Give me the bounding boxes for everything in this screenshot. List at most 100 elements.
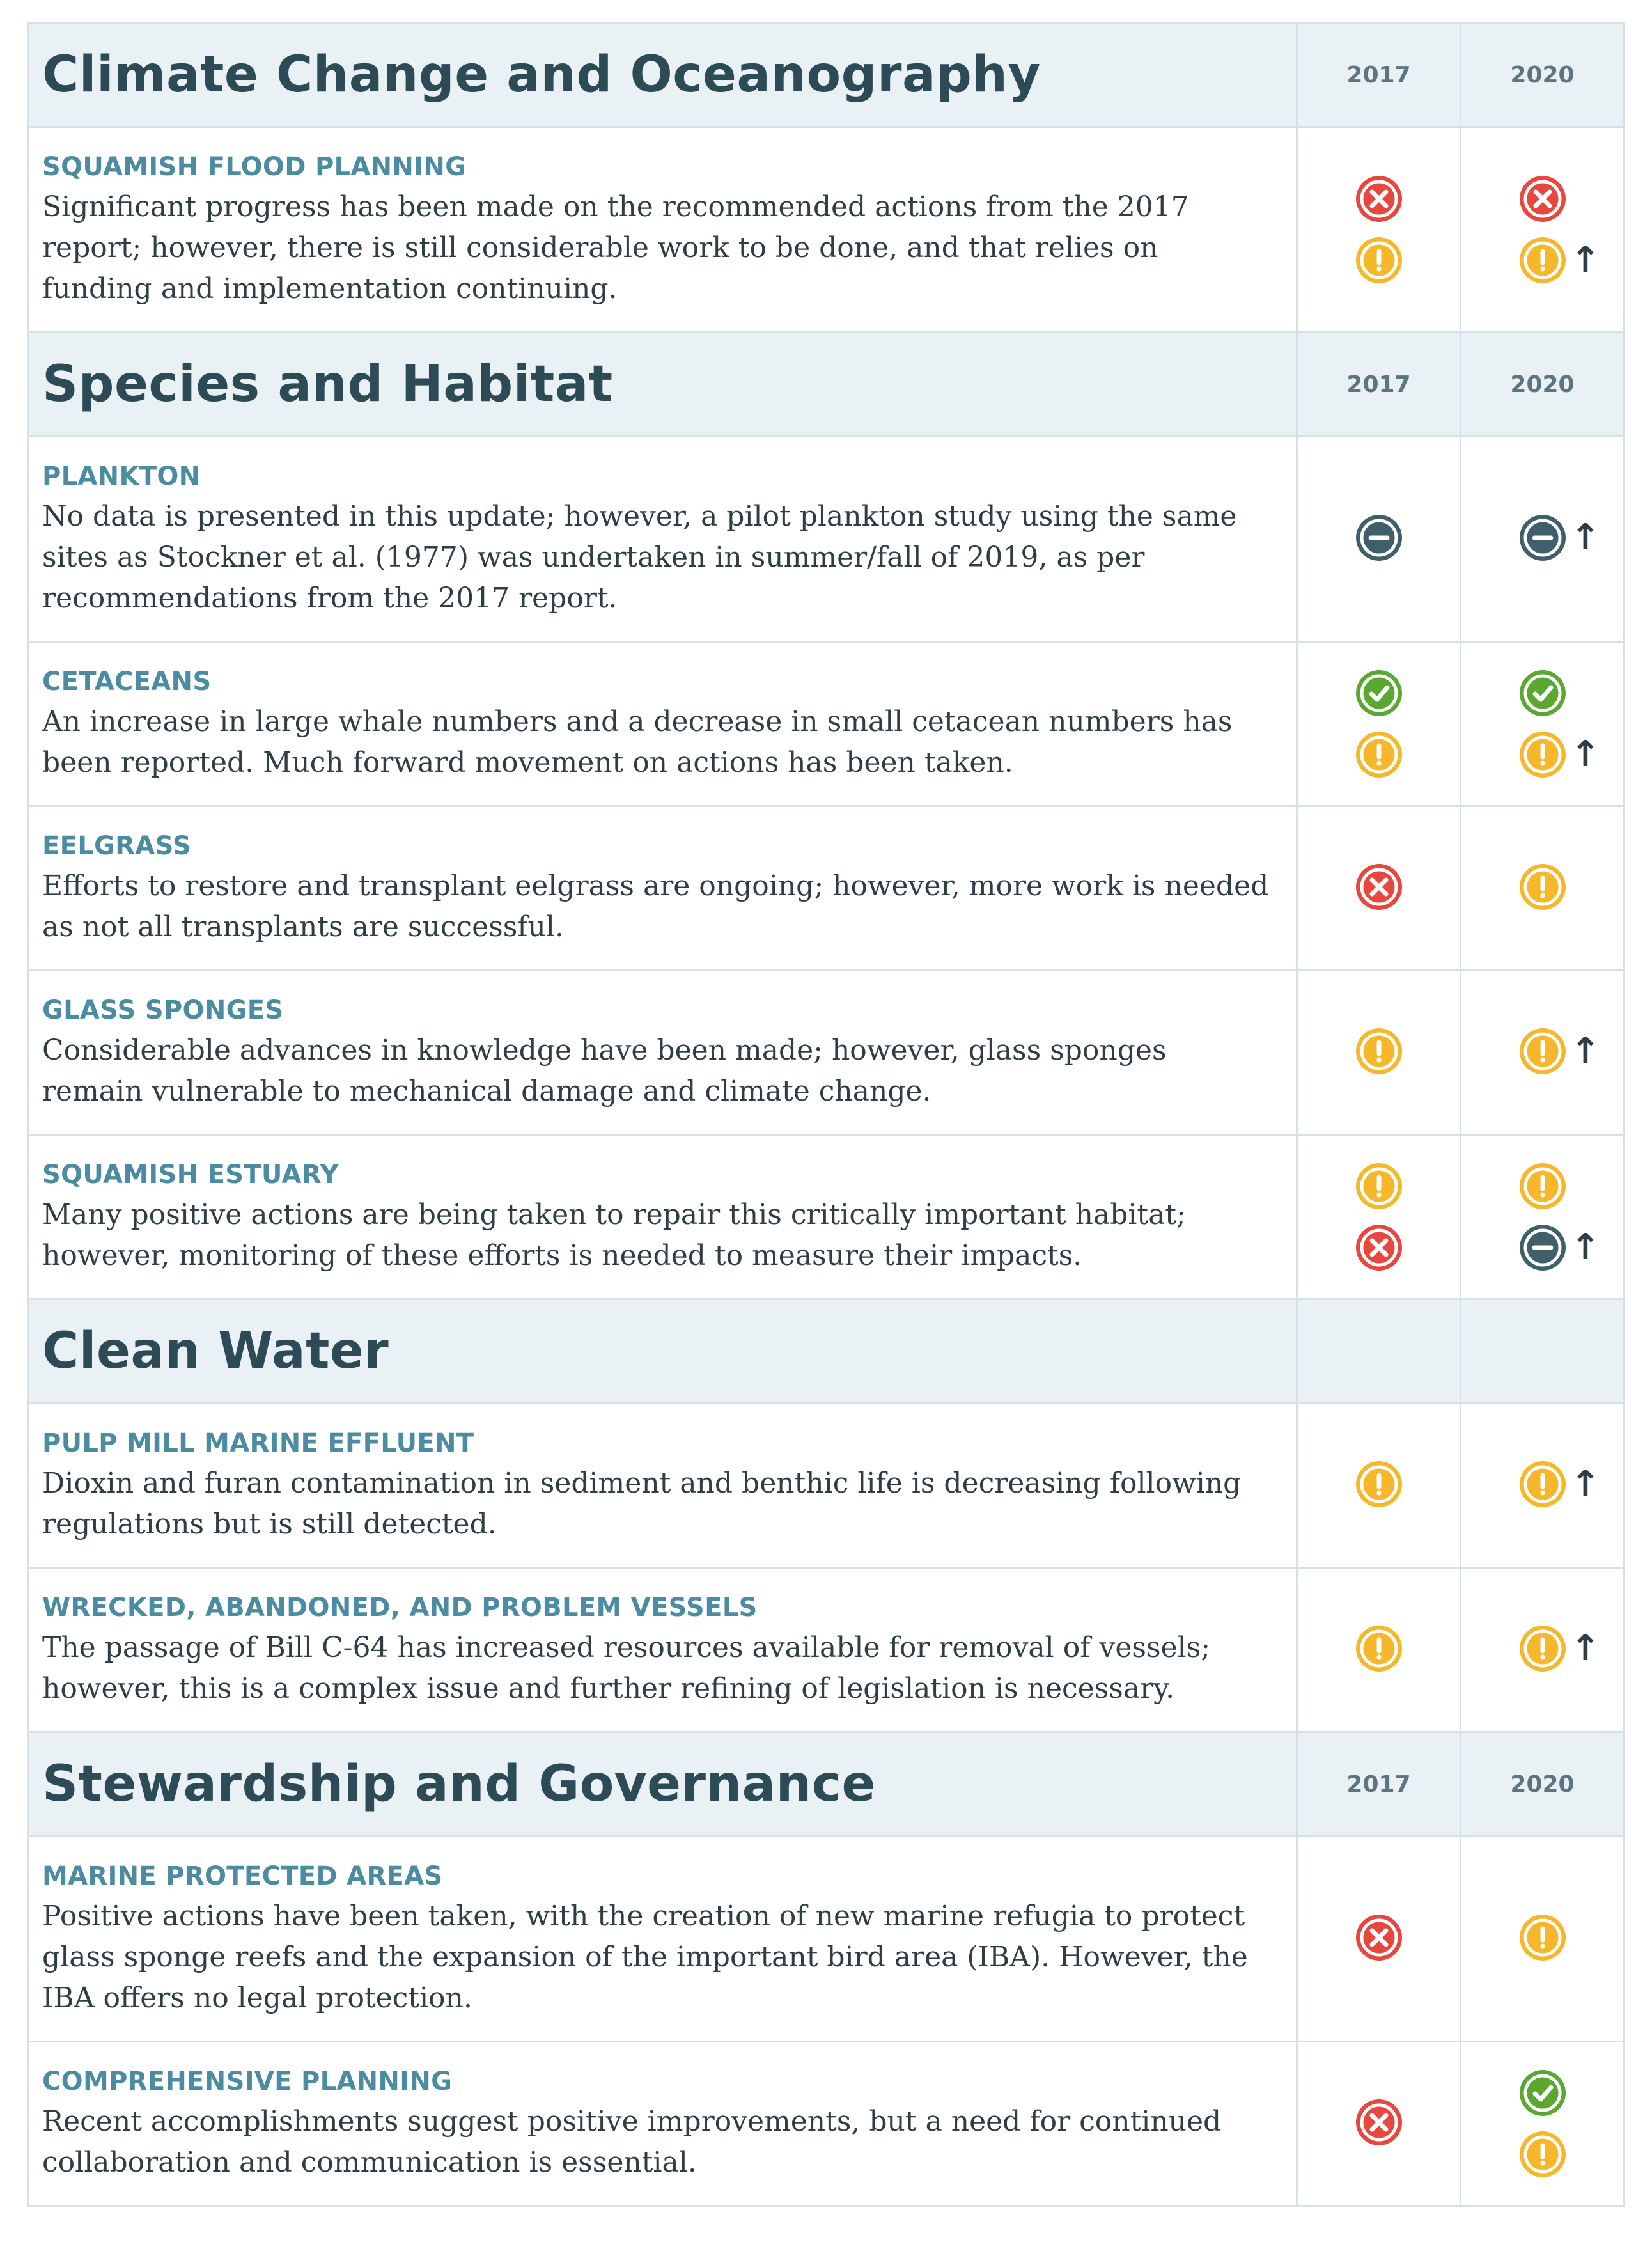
section-header-row: Species and Habitat 2017 2020 (27, 331, 1625, 437)
year-2017-header: 2017 (1296, 331, 1461, 437)
circled-exclamation-icon (1355, 237, 1402, 283)
up-arrow-icon: ↑ (1570, 1227, 1601, 1268)
status-2020-cell (1460, 1835, 1625, 2042)
item-text: An increase in large whale numbers and a… (42, 705, 1233, 779)
status-indicator (1353, 1623, 1405, 1674)
item-description-cell: PULP MILL MARINE EFFLUENT Dioxin and fur… (27, 1402, 1298, 1569)
status-scorecard: Climate Change and Oceanography 2017 202… (27, 22, 1625, 2207)
circled-exclamation-icon (1355, 1163, 1402, 1209)
status-2020-cell: ↑ (1460, 1134, 1625, 1300)
status-indicator (1517, 1912, 1568, 1963)
item-title: GLASS SPONGES (42, 996, 284, 1025)
item-text: Positive actions have been taken, with t… (42, 1900, 1248, 2014)
circled-exclamation-icon (1519, 1625, 1566, 1672)
year-2017-header (1296, 1298, 1461, 1404)
section-title-cell: Climate Change and Oceanography (27, 22, 1298, 128)
status-indicator (1517, 2067, 1568, 2119)
item-text: Recent accomplishments suggest positive … (42, 2105, 1222, 2179)
status-indicator: ↑ (1517, 512, 1600, 563)
item-title: CETACEANS (42, 667, 212, 696)
item-text: The passage of Bill C-64 has increased r… (42, 1631, 1211, 1705)
status-indicator (1353, 1459, 1405, 1510)
circled-exclamation-icon (1519, 732, 1566, 778)
item-text: No data is presented in this update; how… (42, 500, 1237, 615)
year-2020-header: 2020 (1460, 22, 1625, 128)
status-indicator: ↑ (1517, 1459, 1600, 1510)
item-title: SQUAMISH FLOOD PLANNING (42, 152, 467, 182)
status-2020-cell: ↑ (1460, 1567, 1625, 1733)
status-2017-cell (1296, 435, 1461, 643)
status-indicator: ↑ (1517, 235, 1600, 286)
status-indicator (1353, 2097, 1405, 2148)
table-row: PULP MILL MARINE EFFLUENT Dioxin and fur… (27, 1402, 1625, 1569)
table-row: PLANKTON No data is presented in this up… (27, 435, 1625, 643)
circled-x-icon (1355, 1914, 1402, 1961)
item-description-cell: EELGRASS Efforts to restore and transpla… (27, 805, 1298, 971)
table-row: WRECKED, ABANDONED, AND PROBLEM VESSELS … (27, 1567, 1625, 1733)
section-title: Species and Habitat (42, 356, 613, 413)
status-2017-cell (1296, 126, 1461, 333)
status-2020-cell: ↑ (1460, 641, 1625, 807)
item-description-cell: WRECKED, ABANDONED, AND PROBLEM VESSELS … (27, 1567, 1298, 1733)
up-arrow-icon: ↑ (1570, 516, 1601, 558)
up-arrow-icon: ↑ (1570, 1462, 1601, 1505)
table-row: COMPREHENSIVE PLANNING Recent accomplish… (27, 2041, 1625, 2207)
circled-exclamation-icon (1355, 1461, 1402, 1507)
up-arrow-icon: ↑ (1570, 733, 1601, 775)
circled-x-icon (1355, 176, 1402, 222)
circled-check-icon (1519, 2070, 1566, 2116)
table-row: GLASS SPONGES Considerable advances in k… (27, 969, 1625, 1136)
up-arrow-icon: ↑ (1570, 1627, 1601, 1669)
section-header-row: Clean Water (27, 1298, 1625, 1404)
status-2017-cell (1296, 805, 1461, 971)
status-indicator (1353, 861, 1405, 913)
table-row: SQUAMISH ESTUARY Many positive actions a… (27, 1134, 1625, 1300)
circled-x-icon (1355, 1225, 1402, 1271)
section-header-row: Stewardship and Governance 2017 2020 (27, 1731, 1625, 1837)
status-2017-cell (1296, 1134, 1461, 1300)
status-indicator (1353, 512, 1405, 563)
scorecard-table: Climate Change and Oceanography 2017 202… (27, 22, 1625, 2207)
status-2017-cell (1296, 2041, 1461, 2207)
status-2017-cell (1296, 1835, 1461, 2042)
status-2020-cell: ↑ (1460, 969, 1625, 1136)
section-title: Climate Change and Oceanography (42, 46, 1041, 104)
year-2020-header: 2020 (1460, 1731, 1625, 1837)
status-indicator: ↑ (1517, 1623, 1600, 1674)
status-2017-cell (1296, 641, 1461, 807)
circled-exclamation-icon (1519, 1461, 1566, 1507)
up-arrow-icon: ↑ (1570, 1030, 1601, 1072)
circled-exclamation-icon (1355, 1028, 1402, 1074)
circled-exclamation-icon (1519, 1028, 1566, 1074)
status-2017-cell (1296, 1567, 1461, 1733)
item-description-cell: CETACEANS An increase in large whale num… (27, 641, 1298, 807)
table-row: CETACEANS An increase in large whale num… (27, 641, 1625, 807)
item-text: Dioxin and furan contamination in sedime… (42, 1467, 1242, 1540)
status-indicator (1517, 173, 1568, 224)
item-description-cell: COMPREHENSIVE PLANNING Recent accomplish… (27, 2041, 1298, 2207)
table-row: EELGRASS Efforts to restore and transpla… (27, 805, 1625, 971)
circled-exclamation-icon (1355, 732, 1402, 778)
section-title: Stewardship and Governance (42, 1755, 876, 1813)
status-2017-cell (1296, 1402, 1461, 1569)
status-indicator: ↑ (1517, 1026, 1600, 1077)
status-indicator (1517, 1161, 1568, 1212)
table-row: MARINE PROTECTED AREAS Positive actions … (27, 1835, 1625, 2042)
status-indicator (1353, 1026, 1405, 1077)
circled-exclamation-icon (1519, 1914, 1566, 1961)
status-2020-cell: ↑ (1460, 435, 1625, 643)
item-description-cell: GLASS SPONGES Considerable advances in k… (27, 969, 1298, 1136)
circled-exclamation-icon (1519, 237, 1566, 283)
item-title: WRECKED, ABANDONED, AND PROBLEM VESSELS (42, 1593, 758, 1622)
circled-minus-icon (1519, 1225, 1566, 1271)
circled-exclamation-icon (1519, 2131, 1566, 2177)
status-indicator (1353, 1161, 1405, 1212)
section-header-row: Climate Change and Oceanography 2017 202… (27, 22, 1625, 128)
circled-minus-icon (1355, 514, 1402, 561)
status-indicator (1353, 173, 1405, 224)
status-2020-cell (1460, 805, 1625, 971)
item-description-cell: PLANKTON No data is presented in this up… (27, 435, 1298, 643)
section-title-cell: Clean Water (27, 1298, 1298, 1404)
circled-check-icon (1355, 670, 1402, 716)
status-2020-cell: ↑ (1460, 126, 1625, 333)
